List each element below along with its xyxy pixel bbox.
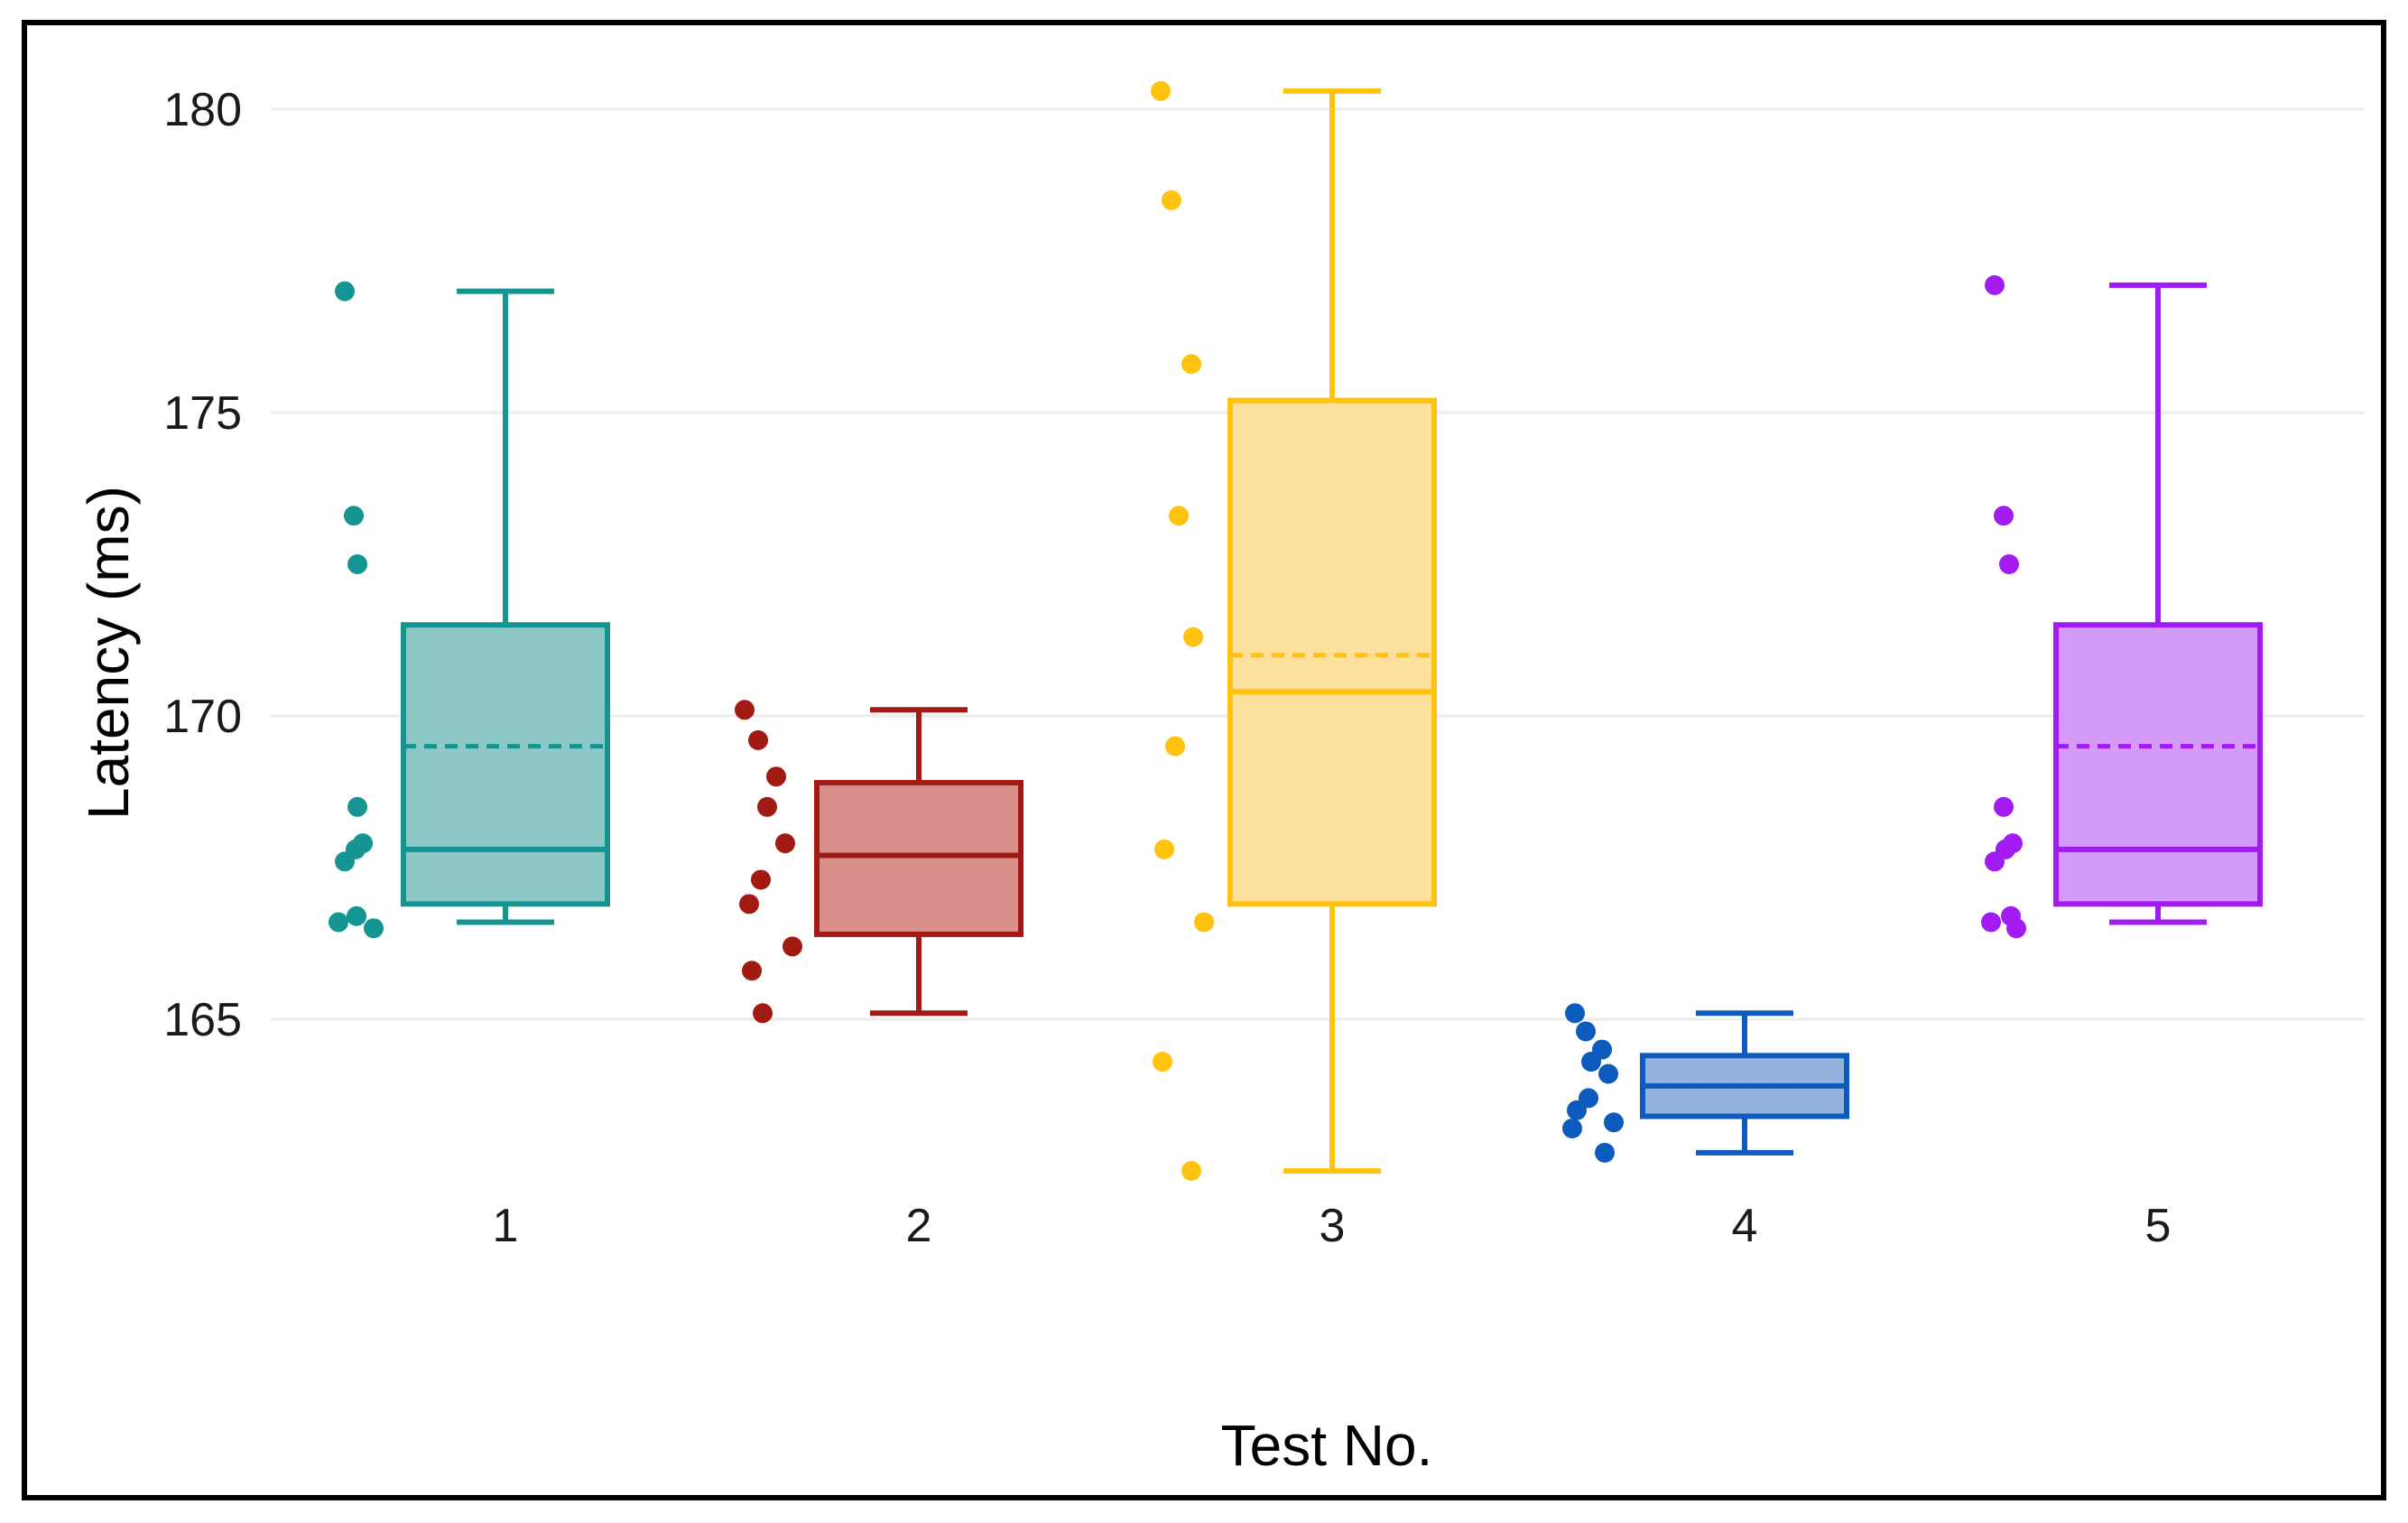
data-point-4-10 — [1595, 1142, 1615, 1163]
data-point-5-2 — [1994, 506, 2014, 526]
x-tick-label-2: 2 — [906, 1200, 932, 1252]
y-tick-label-175: 175 — [163, 387, 242, 440]
data-point-5-1 — [1985, 274, 2005, 295]
box-group-1 — [329, 281, 610, 939]
y-tick-label-180: 180 — [163, 84, 242, 136]
x-tick-label-3: 3 — [1320, 1200, 1346, 1252]
x-tick-label-4: 4 — [1732, 1200, 1758, 1252]
x-tick-label-1: 1 — [493, 1200, 519, 1252]
y-axis-title: Latency (ms) — [76, 486, 141, 820]
box-group-3 — [1151, 80, 1437, 1181]
data-point-5-9 — [1981, 912, 2001, 933]
data-point-3-6 — [1165, 736, 1185, 757]
data-point-3-10 — [1181, 1161, 1201, 1181]
data-point-3-5 — [1183, 627, 1203, 647]
y-axis-ticks: 165 170 175 180 — [163, 84, 242, 1046]
data-point-2-7 — [739, 894, 759, 915]
data-point-4-7 — [1567, 1100, 1587, 1120]
data-point-1-8 — [347, 905, 366, 926]
data-point-2-4 — [757, 796, 777, 817]
box-group-4 — [1562, 1003, 1849, 1163]
data-point-4-8 — [1604, 1112, 1624, 1133]
data-point-1-9 — [329, 912, 348, 933]
data-point-3-1 — [1151, 80, 1171, 101]
box-2 — [814, 779, 1023, 937]
data-point-2-1 — [735, 700, 755, 720]
y-tick-label-165: 165 — [163, 994, 242, 1046]
data-point-5-7 — [1985, 851, 2005, 872]
data-point-4-5 — [1598, 1063, 1618, 1084]
data-point-5-3 — [1999, 554, 2019, 574]
data-point-2-2 — [748, 729, 768, 750]
data-point-2-10 — [753, 1003, 773, 1024]
series-layer — [329, 80, 2263, 1181]
data-point-1-10 — [364, 918, 384, 939]
x-axis-title: Test No. — [1221, 1413, 1433, 1478]
y-tick-label-170: 170 — [163, 691, 242, 743]
data-point-2-9 — [742, 961, 762, 981]
box-group-5 — [1981, 274, 2263, 939]
data-point-2-6 — [751, 869, 771, 890]
box-5 — [2053, 622, 2263, 907]
x-axis-ticks: 1 2 3 4 5 — [493, 1200, 2172, 1252]
data-point-1-7 — [335, 851, 355, 872]
data-point-2-8 — [783, 936, 802, 957]
data-point-2-3 — [766, 766, 786, 787]
data-point-3-7 — [1154, 839, 1174, 859]
data-point-3-2 — [1162, 190, 1181, 210]
data-point-4-2 — [1576, 1021, 1596, 1042]
boxplot-chart: 165 170 175 180 1 2 3 4 5 Test No. Latency (ms) — [76, 80, 2365, 1478]
data-point-4-1 — [1565, 1003, 1585, 1024]
data-point-1-3 — [347, 554, 367, 574]
data-point-1-4 — [347, 796, 367, 817]
data-point-5-4 — [1994, 796, 2014, 817]
data-point-2-5 — [775, 833, 795, 854]
data-point-3-3 — [1181, 354, 1201, 375]
data-point-5-10 — [2006, 918, 2026, 939]
data-point-3-9 — [1153, 1052, 1172, 1073]
chart-frame: 165 170 175 180 1 2 3 4 5 Test No. Latency (ms) — [22, 20, 2386, 1500]
data-point-1-2 — [344, 506, 364, 526]
data-point-4-9 — [1562, 1118, 1582, 1138]
data-point-4-4 — [1581, 1052, 1601, 1073]
box-1 — [401, 622, 610, 907]
data-point-1-1 — [335, 281, 355, 302]
box-group-2 — [735, 700, 1023, 1024]
box-3 — [1227, 397, 1437, 907]
data-point-3-4 — [1169, 506, 1189, 526]
data-point-3-8 — [1194, 912, 1214, 933]
x-tick-label-5: 5 — [2145, 1200, 2172, 1252]
